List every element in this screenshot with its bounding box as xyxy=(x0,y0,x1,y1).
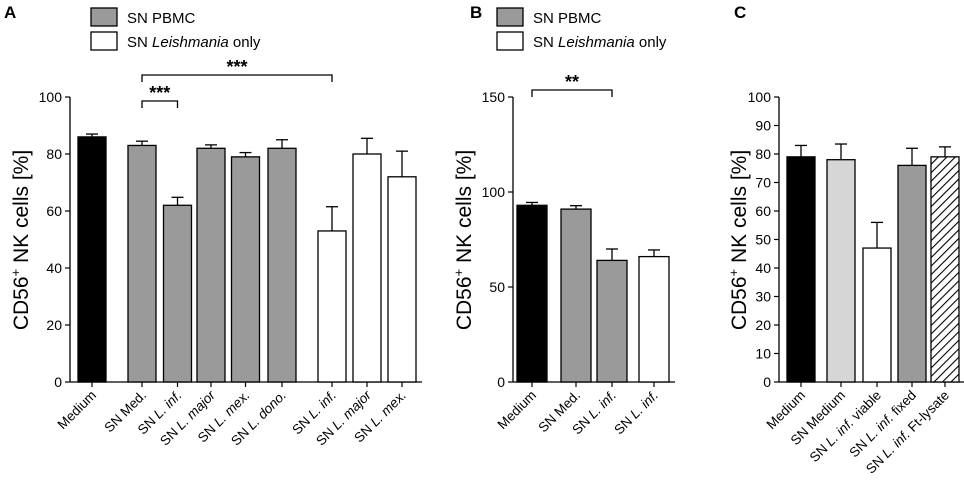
significance-label: *** xyxy=(226,57,247,77)
y-tick-label: 0 xyxy=(497,374,505,390)
panel-label: A xyxy=(4,3,16,22)
legend-label: SN Leishmania only xyxy=(127,34,261,51)
bar xyxy=(127,144,157,383)
bar xyxy=(596,259,628,383)
y-tick-label: 60 xyxy=(755,203,771,219)
y-tick-label: 10 xyxy=(755,346,771,362)
y-tick-label: 50 xyxy=(755,232,771,248)
bar xyxy=(352,153,382,383)
bar xyxy=(77,136,107,383)
significance-bracket xyxy=(141,74,333,82)
y-tick-label: 100 xyxy=(39,89,63,105)
panel-label: B xyxy=(470,3,482,22)
legend-label: SN Leishmania only xyxy=(533,34,667,51)
y-tick-label: 80 xyxy=(755,146,771,162)
legend-swatch xyxy=(90,7,118,27)
y-tick-label: 100 xyxy=(482,184,506,200)
panel-c: C 0 10 20 30 40 50 60 70 80 90 100 CD56+ NK cells [%… xyxy=(726,3,964,477)
y-tick-label: 50 xyxy=(489,279,505,295)
y-axis-label: CD56+ NK cells [%] xyxy=(8,150,33,330)
significance-label: ** xyxy=(565,72,579,92)
y-tick-label: 70 xyxy=(755,175,771,191)
bar xyxy=(317,230,347,383)
x-tick-label: Medium xyxy=(55,388,100,433)
y-tick-label: 40 xyxy=(755,260,771,276)
y-tick-label: 30 xyxy=(755,289,771,305)
y-tick-label: 60 xyxy=(46,203,62,219)
y-tick-label: 40 xyxy=(46,260,62,276)
y-tick-label: 100 xyxy=(748,89,772,105)
bar xyxy=(826,159,856,383)
significance-label: *** xyxy=(149,83,170,103)
x-tick-label: Medium xyxy=(495,388,540,433)
bar xyxy=(387,176,417,383)
y-tick-label: 20 xyxy=(755,317,771,333)
panel-label: C xyxy=(734,3,746,22)
bar xyxy=(897,164,927,383)
y-tick-label: 80 xyxy=(46,146,62,162)
bar xyxy=(560,208,592,383)
bar xyxy=(230,156,261,383)
y-tick-label: 0 xyxy=(763,374,771,390)
bar xyxy=(862,247,892,383)
bar xyxy=(786,156,816,383)
y-tick-label: 90 xyxy=(755,118,771,134)
y-tick-label: 0 xyxy=(54,374,62,390)
legend-swatch xyxy=(496,7,524,27)
y-axis-label: CD56+ NK cells [%] xyxy=(726,150,751,330)
bar xyxy=(267,147,297,383)
y-axis-label: CD56+ NK cells [%] xyxy=(451,150,476,330)
y-tick-label: 20 xyxy=(46,317,62,333)
bar xyxy=(516,204,548,383)
bar xyxy=(930,156,960,383)
panel-a: A 0 20 40 60 80 100 CD56+ NK cells [%] Medium SN … xyxy=(4,3,422,449)
bar xyxy=(196,147,226,383)
legend-swatch xyxy=(90,31,118,51)
y-tick-label: 150 xyxy=(482,89,506,105)
legend-swatch xyxy=(496,31,524,51)
significance-bracket xyxy=(141,100,179,108)
legend-label: SN PBMC xyxy=(127,10,196,27)
legend-label: SN PBMC xyxy=(533,10,602,27)
significance-bracket xyxy=(531,89,613,97)
x-tick-label: SN L. inf. xyxy=(611,388,661,438)
bar xyxy=(638,255,670,383)
bar xyxy=(162,204,193,383)
